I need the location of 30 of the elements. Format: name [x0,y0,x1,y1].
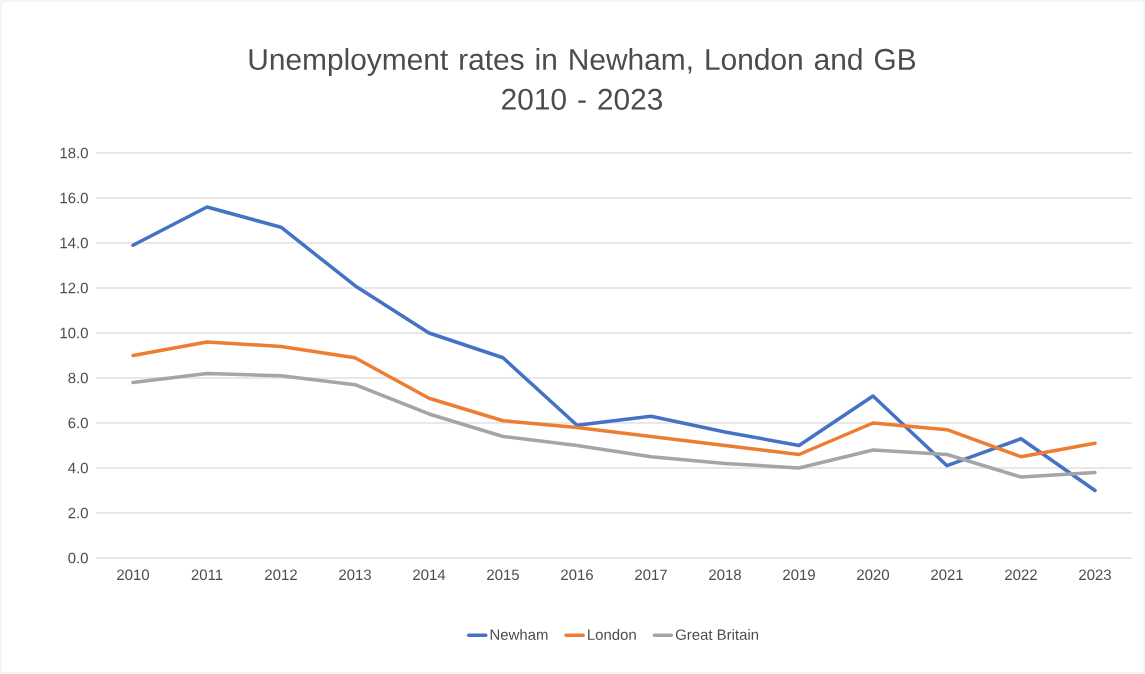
y-tick-label: 2.0 [68,507,88,519]
x-tick-label: 2013 [339,569,371,581]
x-tick-label: 2012 [265,569,297,581]
y-tick-label: 4.0 [68,462,88,474]
x-tick-label: 2010 [117,569,150,581]
line-series [131,371,1097,479]
x-tick-label: 2016 [561,569,593,581]
y-tick-label: 18.0 [60,147,88,159]
legend-label: London [588,628,636,640]
x-tick-label: 2022 [1005,569,1037,581]
y-tick-label: 16.0 [60,192,88,204]
y-tick-label: 6.0 [68,417,88,429]
x-tick-label: 2023 [1079,569,1111,581]
y-tick-label: 0.0 [68,552,88,564]
x-tick-label: 2020 [857,569,890,581]
y-tick-label: 12.0 [60,282,88,294]
legend-label: Great Britain [675,628,759,640]
y-tick-label: 8.0 [68,372,88,384]
y-tick-label: 10.0 [60,327,88,339]
x-tick-label: 2011 [191,569,223,581]
x-tick-label: 2019 [783,569,815,581]
x-tick-label: 2021 [931,569,963,581]
x-tick-label: 2015 [487,569,519,581]
chart-title: Unemployment rates in Newham, London and GB 2010 - 2023 [249,48,916,110]
line-series [131,205,1097,493]
y-tick-label: 14.0 [60,237,88,249]
x-tick-label: 2018 [709,569,741,581]
legend-label: Newham [490,628,548,640]
x-tick-label: 2014 [413,569,446,581]
x-tick-label: 2017 [635,569,667,581]
